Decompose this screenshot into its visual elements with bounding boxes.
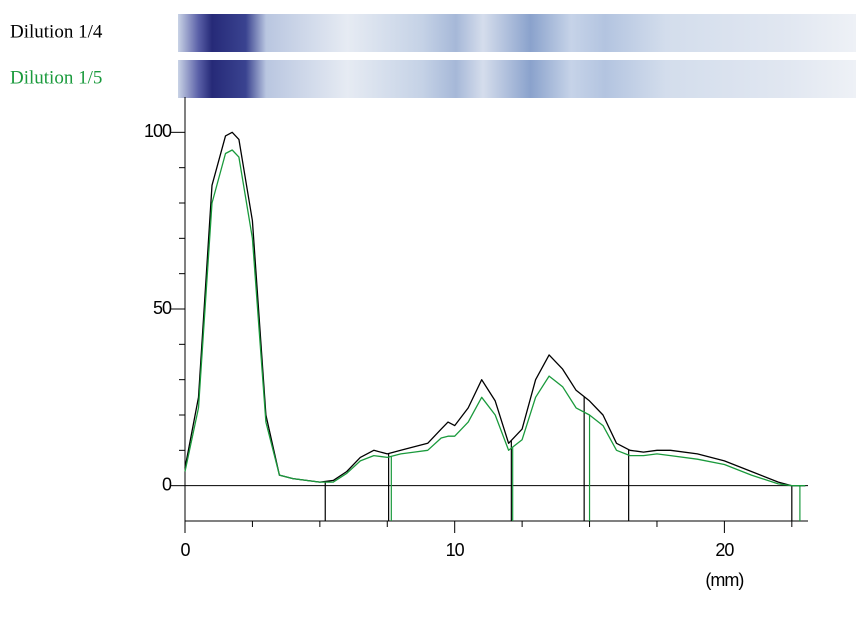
lane-label: Dilution 1/5	[10, 67, 102, 88]
x-tick-label: 10	[446, 540, 465, 560]
y-tick-label: 100	[144, 121, 172, 141]
trace	[184, 149, 806, 487]
x-axis-label: (mm)	[705, 570, 743, 590]
x-tick-label: 0	[180, 540, 190, 560]
gel-lane	[178, 14, 856, 52]
gel-lane	[178, 60, 856, 98]
trace	[184, 131, 806, 487]
y-tick-label: 50	[153, 298, 172, 318]
lane-label: Dilution 1/4	[10, 21, 103, 42]
y-tick-label: 0	[162, 474, 172, 494]
x-tick-label: 20	[715, 540, 734, 560]
